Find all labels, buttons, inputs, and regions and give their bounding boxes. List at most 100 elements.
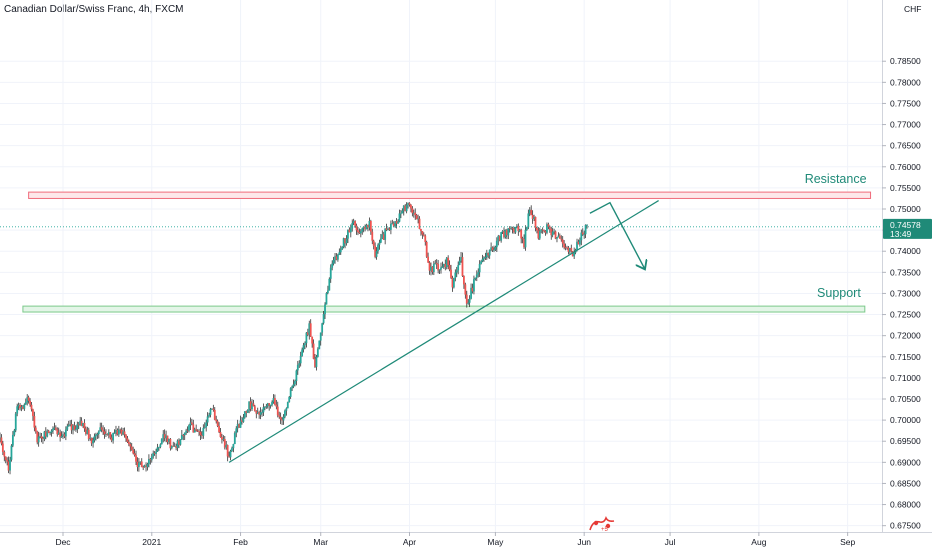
candle-body (274, 398, 276, 405)
candle-body (39, 436, 41, 437)
candle-body (30, 404, 33, 410)
x-tick-label: Jul (665, 537, 676, 547)
candle-body (378, 242, 381, 245)
candle-body (27, 397, 30, 401)
candle-body (132, 449, 135, 454)
candle-body (358, 232, 361, 234)
candle-body (76, 424, 79, 430)
candle-body (66, 426, 69, 430)
candle-body (223, 439, 226, 448)
candle-body (82, 422, 84, 427)
candle-body (546, 224, 548, 233)
candle-body (62, 434, 64, 437)
y-tick-label: 0.78000 (890, 77, 921, 87)
candle-body (316, 349, 319, 357)
y-tick-label: 0.74000 (890, 246, 921, 256)
candle-body (581, 232, 584, 235)
candle-body (263, 406, 266, 408)
candle-body (139, 461, 142, 463)
candle-body (64, 429, 67, 437)
x-tick-label: 2021 (142, 537, 161, 547)
current-price-text: 0.74578 (890, 220, 921, 230)
candle-body (368, 220, 371, 228)
chart-grid (0, 0, 882, 532)
candle-body (338, 252, 341, 255)
candle-body (168, 438, 170, 442)
price-axis[interactable]: 0.67500 0.68000 0.68500 0.69000 0.69500 0.700… (882, 4, 921, 531)
candle-body (178, 440, 180, 445)
candle-body (397, 221, 399, 224)
candle-body (422, 234, 425, 236)
candle-body (468, 298, 471, 303)
candle-body (165, 435, 167, 439)
candle-body (295, 370, 298, 382)
candle-body (44, 431, 47, 437)
candle-body (271, 401, 273, 405)
candle-body (490, 247, 493, 250)
candle-body (411, 208, 414, 214)
candle-body (238, 424, 241, 428)
candle-body (477, 272, 480, 275)
x-tick-label: Dec (55, 537, 71, 547)
candle-body (258, 412, 261, 415)
y-tick-label: 0.69500 (890, 436, 921, 446)
candle-body (544, 231, 547, 233)
x-tick-label: Aug (751, 537, 766, 547)
candle-body (255, 410, 258, 414)
candle-body (288, 396, 291, 403)
candle-body (19, 404, 21, 409)
candle-body (335, 256, 338, 260)
time-axis[interactable]: Dec 2021 Feb Mar Apr May Jun Jul Aug Sep (55, 532, 855, 547)
candle-body (465, 294, 468, 304)
candle-body (548, 226, 551, 230)
axes-layer (0, 0, 932, 533)
candle-body (175, 446, 178, 448)
candle-body (475, 274, 478, 278)
candle-body (424, 235, 427, 242)
candle-body (461, 257, 464, 276)
zones-layer: Resistance Support (22, 172, 872, 313)
candle-body (272, 398, 275, 402)
candle-body (315, 356, 318, 367)
resistance-zone[interactable] (28, 191, 872, 199)
candle-body (531, 214, 534, 220)
support-trendline[interactable] (228, 200, 659, 463)
y-tick-label: 0.75000 (890, 204, 921, 214)
candle-body (159, 444, 162, 448)
candle-body (505, 229, 508, 236)
candle-body (77, 424, 80, 426)
candle-body (74, 429, 77, 431)
candle-body (97, 431, 100, 435)
support-zone[interactable] (22, 305, 866, 313)
candle-body (394, 221, 397, 227)
candle-body (305, 332, 308, 344)
candle-body (87, 429, 90, 440)
candle-body (206, 416, 209, 423)
candle-body (404, 205, 407, 212)
candle-body (211, 408, 213, 410)
candle-body (14, 413, 17, 431)
candle-body (92, 440, 94, 444)
candle-body (402, 205, 405, 211)
candle-body (103, 431, 106, 435)
candle-body (538, 231, 541, 239)
candle-body (348, 229, 351, 233)
projection-arrow[interactable] (589, 201, 644, 268)
candle-body (550, 229, 553, 236)
candle-body (261, 412, 263, 414)
candle-body (523, 239, 525, 248)
candle-body (143, 465, 146, 468)
candle-body (79, 420, 82, 426)
candle-body (400, 213, 402, 215)
candle-body (43, 431, 46, 439)
candle-body (67, 425, 70, 427)
candle-body (349, 228, 352, 233)
candle-body (441, 266, 444, 268)
candle-body (216, 421, 219, 426)
candle-body (450, 269, 452, 278)
candle-body (418, 218, 421, 229)
candle-body (301, 349, 304, 356)
y-tick-label: 0.70000 (890, 415, 921, 425)
candle-body (246, 410, 249, 413)
